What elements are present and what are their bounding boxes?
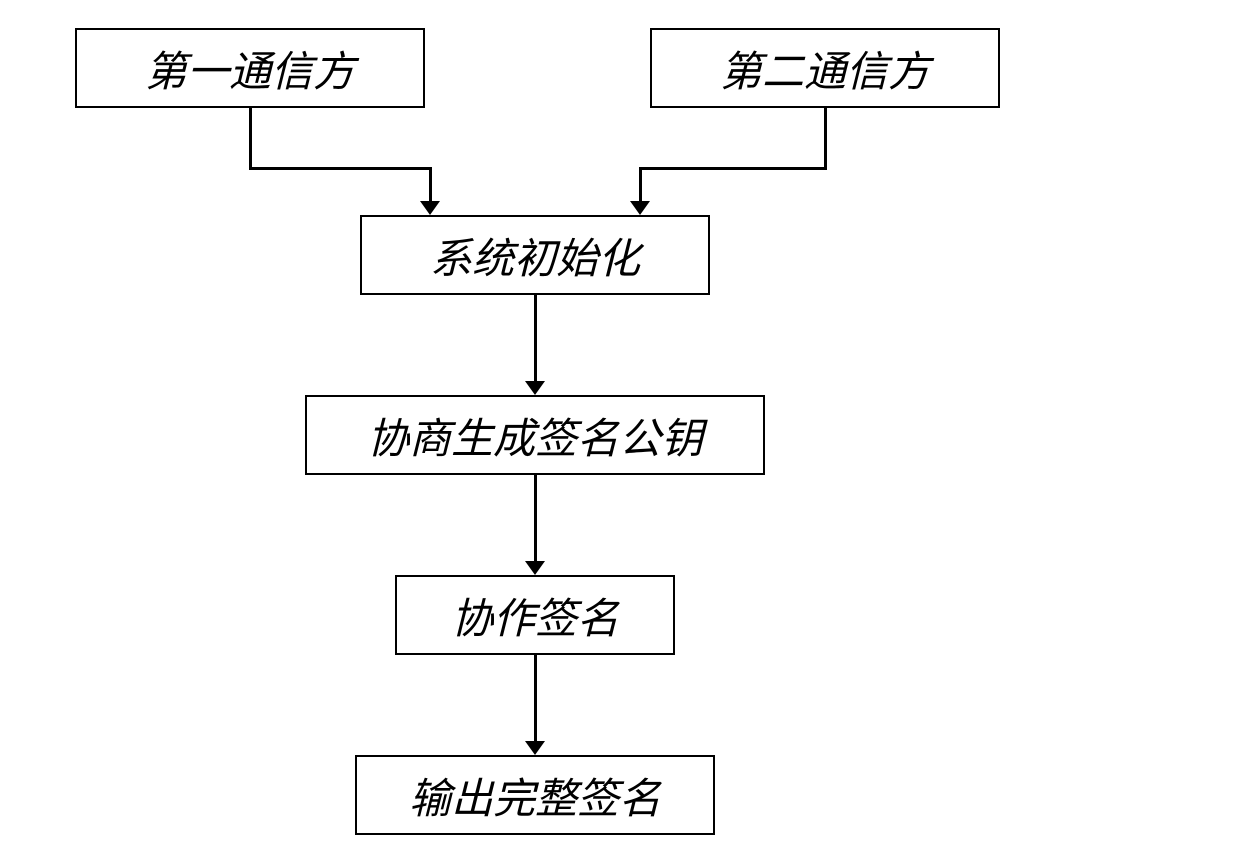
node-sign: 协作签名 bbox=[395, 575, 675, 655]
edge-line bbox=[639, 167, 827, 170]
node-label: 第一通信方 bbox=[145, 38, 355, 99]
node-label: 协作签名 bbox=[451, 585, 619, 646]
flowchart-container: 第一通信方 第二通信方 系统初始化 协商生成签名公钥 协作签名 输出完整签名 bbox=[0, 0, 1240, 861]
edge-line bbox=[249, 108, 252, 168]
edge-line bbox=[534, 475, 537, 561]
arrow-head-icon bbox=[525, 741, 545, 755]
node-label: 系统初始化 bbox=[430, 225, 640, 286]
arrow-head-icon bbox=[525, 381, 545, 395]
arrow-head-icon bbox=[630, 201, 650, 215]
arrow-head-icon bbox=[525, 561, 545, 575]
edge-line bbox=[249, 167, 432, 170]
edge-line bbox=[534, 295, 537, 381]
node-label: 输出完整签名 bbox=[409, 765, 661, 826]
arrow-head-icon bbox=[420, 201, 440, 215]
node-negotiate: 协商生成签名公钥 bbox=[305, 395, 765, 475]
edge-line bbox=[824, 108, 827, 168]
edge-line bbox=[639, 167, 642, 203]
node-party-1: 第一通信方 bbox=[75, 28, 425, 108]
node-label: 第二通信方 bbox=[720, 38, 930, 99]
node-party-2: 第二通信方 bbox=[650, 28, 1000, 108]
edge-line bbox=[534, 655, 537, 741]
node-init: 系统初始化 bbox=[360, 215, 710, 295]
edge-line bbox=[429, 167, 432, 203]
node-output: 输出完整签名 bbox=[355, 755, 715, 835]
node-label: 协商生成签名公钥 bbox=[367, 405, 703, 466]
